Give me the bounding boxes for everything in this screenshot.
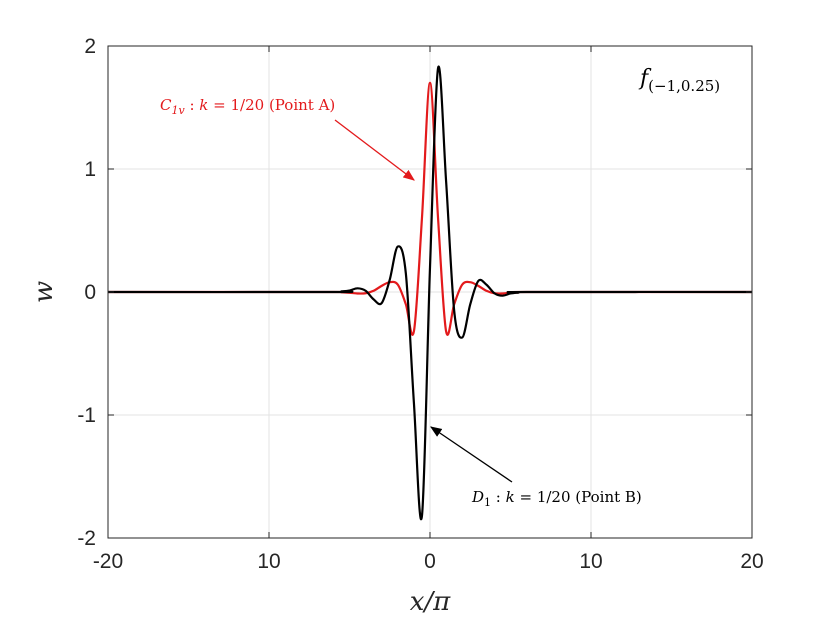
y-tick-labels: -2 -1 0 1 2 <box>77 35 96 550</box>
annotation-point-b: D1 : k = 1/20 (Point B) <box>471 488 642 509</box>
annotation-point-a: C1v : k = 1/20 (Point A) <box>160 96 335 117</box>
x-axis-title: x/π <box>410 587 451 617</box>
x-tick-label: 10 <box>257 550 280 573</box>
annotation-arrow-b <box>430 426 513 483</box>
x-tick-label: 20 <box>740 550 763 573</box>
x-tick-label: -20 <box>93 550 123 573</box>
y-tick-label: 1 <box>84 158 96 181</box>
x-tick-label: 10 <box>579 550 602 573</box>
series-layer <box>107 65 753 521</box>
annotation-arrow-a <box>334 119 415 181</box>
y-axis-title: w <box>29 281 59 303</box>
y-tick-label: 0 <box>84 281 96 304</box>
y-tick-label: 2 <box>84 35 96 58</box>
y-tick-label: -2 <box>77 527 96 550</box>
series-line-d1 <box>107 65 753 521</box>
x-tick-label: 0 <box>424 550 436 573</box>
tick-marks <box>107 45 753 539</box>
x-tick-labels: -20 10 0 10 20 <box>93 550 764 573</box>
series-line-c1v <box>107 81 753 336</box>
y-tick-label: -1 <box>77 404 96 427</box>
